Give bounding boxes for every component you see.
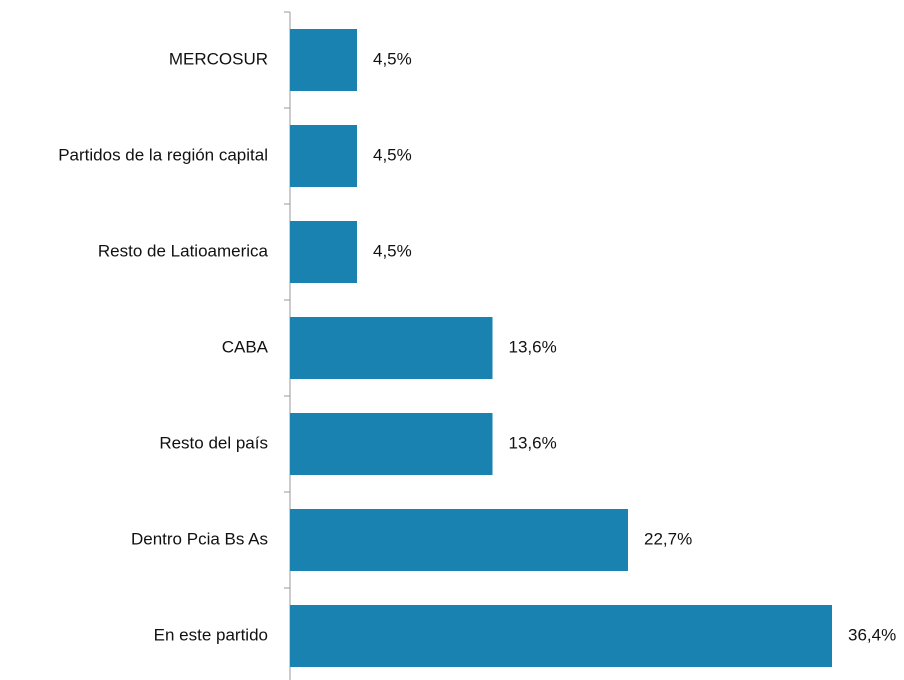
category-label: Resto del país <box>159 433 268 452</box>
bar <box>290 125 358 187</box>
value-label: 36,4% <box>848 625 896 644</box>
bar <box>290 29 358 91</box>
category-label: CABA <box>222 337 269 356</box>
bar <box>290 413 493 475</box>
bar <box>290 509 629 571</box>
category-label: Resto de Latioamerica <box>98 241 269 260</box>
category-label: En este partido <box>154 625 268 644</box>
bar <box>290 221 358 283</box>
value-label: 4,5% <box>373 145 412 164</box>
value-label: 13,6% <box>509 337 557 356</box>
value-label: 4,5% <box>373 49 412 68</box>
category-label: MERCOSUR <box>169 49 268 68</box>
value-label: 22,7% <box>644 529 692 548</box>
bar <box>290 605 832 667</box>
value-label: 4,5% <box>373 241 412 260</box>
category-label: Partidos de la región capital <box>58 145 268 164</box>
category-label: Dentro Pcia Bs As <box>131 529 268 548</box>
bar <box>290 317 493 379</box>
value-label: 13,6% <box>509 433 557 452</box>
